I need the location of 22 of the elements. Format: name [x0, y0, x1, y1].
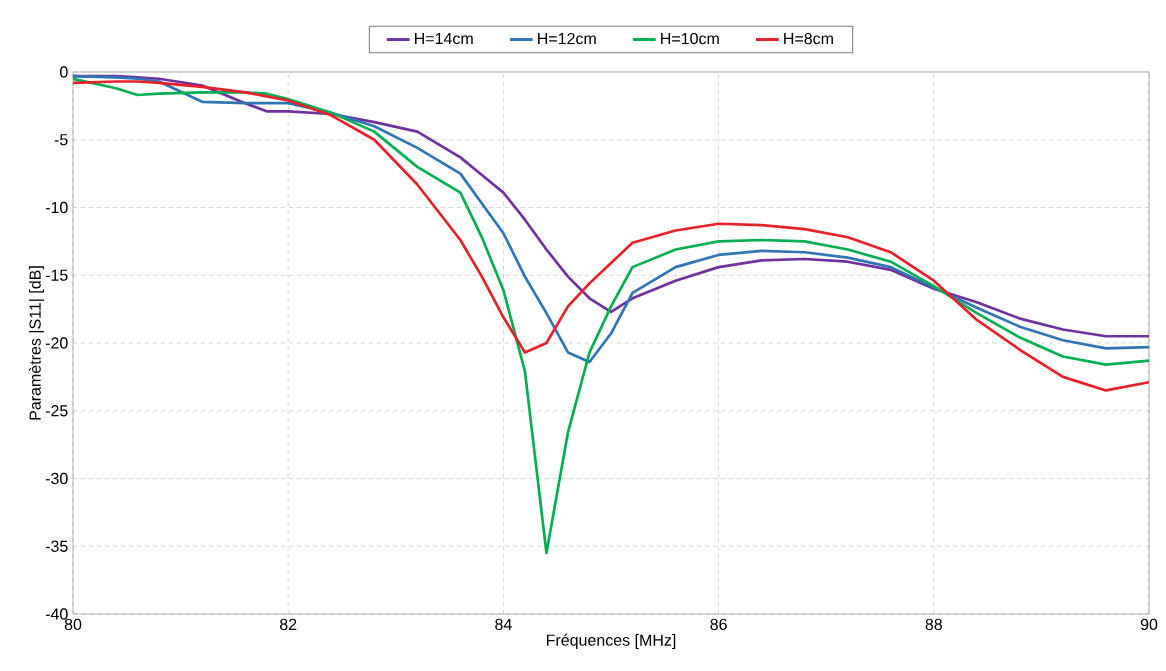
y-tick-label: -30 [45, 472, 68, 485]
line-series [73, 77, 1150, 555]
y-tick-label: -25 [45, 405, 68, 417]
y-tick-label: -5 [54, 134, 68, 146]
y-tick-label: -35 [45, 540, 68, 552]
y-tick-label: 0 [60, 66, 68, 78]
x-tick-label: 86 [710, 618, 727, 631]
y-tick-label: -40 [45, 608, 68, 620]
legend-label: H=8cm [784, 32, 833, 45]
legend-label: H=12cm [538, 32, 596, 45]
y-tick-label: -20 [45, 337, 68, 349]
legend-label: H=10cm [661, 32, 719, 45]
y-tick-label: -10 [45, 201, 68, 214]
y-axis-title: Paramètres |S11| [dB] [28, 266, 45, 420]
legend-label: H=14cm [415, 33, 473, 45]
x-tick-label: 84 [495, 618, 512, 631]
x-tick-label: 82 [280, 618, 297, 631]
x-tick-label: 88 [925, 618, 943, 631]
y-tick-label: -15 [45, 269, 68, 281]
x-axis-title: Fréquences [MHz] [546, 633, 676, 649]
x-tick-label: 80 [64, 618, 82, 631]
x-tick-label: 90 [1140, 618, 1158, 631]
